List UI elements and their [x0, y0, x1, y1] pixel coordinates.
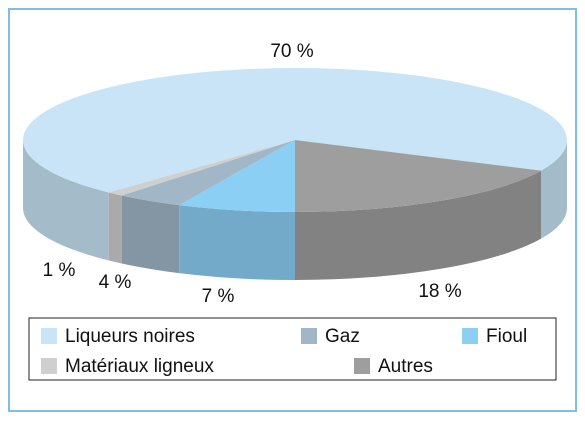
data-label: 4 % [99, 272, 132, 293]
slice [121, 140, 296, 206]
legend-swatch [354, 358, 370, 374]
data-label: 18 % [418, 281, 461, 302]
slice [108, 140, 295, 196]
legend-swatch [301, 328, 317, 344]
data-label: 7 % [202, 286, 235, 307]
data-label: 70 % [270, 41, 313, 62]
legend-label: Matériaux ligneux [65, 356, 214, 377]
slice [23, 68, 567, 193]
slice-side [541, 140, 567, 239]
slice-side [23, 140, 109, 261]
slice-side [121, 195, 180, 274]
slice-side [295, 170, 542, 280]
legend-label: Liqueurs noires [65, 326, 195, 347]
legend-swatch [462, 328, 478, 344]
legend-swatch [41, 328, 57, 344]
legend-label: Autres [378, 356, 433, 377]
legend-label: Gaz [325, 326, 360, 347]
data-label: 1 % [43, 260, 76, 281]
legend-swatch [41, 358, 57, 374]
slice-side [108, 192, 122, 264]
slice [179, 140, 295, 212]
slice [295, 140, 542, 212]
slice-side [179, 205, 295, 280]
legend-label: Fioul [486, 326, 527, 347]
